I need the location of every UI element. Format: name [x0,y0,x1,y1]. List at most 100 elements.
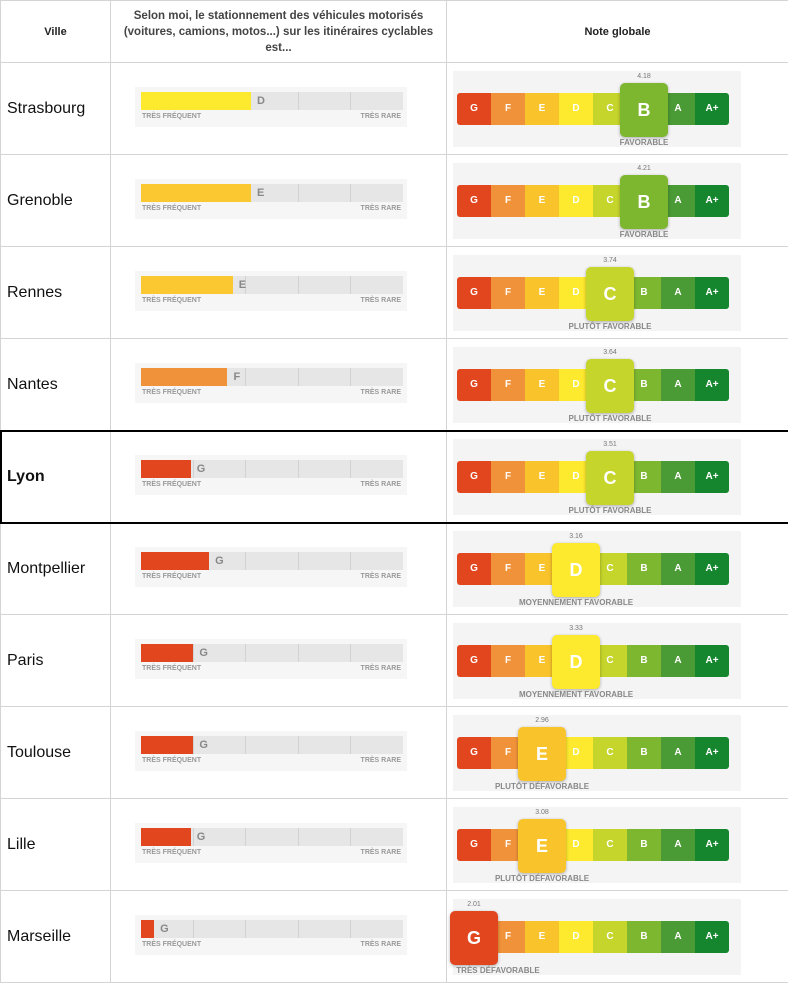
grade-cell: F [491,185,525,217]
rating-label: TRÈS DÉFAVORABLE [456,966,540,975]
parking-gauge: G TRÈS FRÉQUENT TRÈS RARE [135,915,407,955]
grade-widget: G F E D B A A+ 3.74 C PLUTÔT FAVORABLE [453,255,741,331]
grade-cell: G [457,829,491,861]
grade-cell: E [525,277,559,309]
grade-cell: A [661,553,695,585]
grade-widget: G F D C B A A+ 3.08 E PLUTÔT DÉFAVORABLE [453,807,741,883]
gauge-fill [141,184,252,202]
scale-high: TRÈS RARE [360,297,401,304]
grade-cell: A+ [695,645,729,677]
scale-low: TRÈS FRÉQUENT [142,941,202,948]
rating-label: FAVORABLE [619,138,669,147]
grade-cell: F [491,645,525,677]
scale-high: TRÈS RARE [360,389,401,396]
grade-cell: A+ [695,737,729,769]
grade-cell: D [559,185,593,217]
city-name: Grenoble [0,154,111,247]
grade-cell: A+ [695,369,729,401]
parking-grade: G [160,923,169,935]
grade-cell: A+ [695,829,729,861]
scale-low: TRÈS FRÉQUENT [142,757,202,764]
parking-grade: G [199,739,208,751]
scale-low: TRÈS FRÉQUENT [142,297,202,304]
grade-cell: A [661,369,695,401]
score-value: 3.08 [535,809,549,816]
gauge-fill [141,644,194,662]
score-value: 4.18 [637,73,651,80]
gauge-fill [141,736,194,754]
grade-widget: F E D C B A A+ 2.01 G TRÈS DÉFAVORABLE [450,899,741,975]
grade-cell: D [559,93,593,125]
grade-bar: G F E D C A A+ [457,93,729,125]
gauge-fill [141,920,155,938]
gauge-fill [141,828,191,846]
rating-label: PLUTÔT FAVORABLE [568,414,652,423]
parking-gauge: G TRÈS FRÉQUENT TRÈS RARE [135,731,407,771]
selected-grade: C [586,267,634,321]
grade-cell: C [593,737,627,769]
selected-grade: G [450,911,498,965]
parking-cell: G TRÈS FRÉQUENT TRÈS RARE [110,706,447,799]
selected-grade: D [552,543,600,597]
scale-high: TRÈS RARE [360,757,401,764]
rating-label: PLUTÔT FAVORABLE [568,322,652,331]
grade-cell: F [491,369,525,401]
parking-grade: F [233,371,241,383]
city-name: Nantes [0,338,111,431]
city-name: Lyon [0,430,111,523]
score-value: 3.74 [603,257,617,264]
gauge-track [141,828,403,846]
score-cell: G F D C B A A+ 2.96 E PLUTÔT DÉFAVORABLE [446,706,788,799]
grade-cell: A+ [695,461,729,493]
grade-bar: G F D C B A A+ [457,737,729,769]
selected-grade: E [518,819,566,873]
grade-cell: A+ [695,277,729,309]
header-question: Selon moi, le stationnement des véhicule… [110,0,447,63]
parking-grade: G [196,463,206,475]
parking-gauge: G TRÈS FRÉQUENT TRÈS RARE [135,639,407,679]
grade-cell: G [457,277,491,309]
grade-cell: A [661,461,695,493]
grade-cell: C [593,921,627,953]
rating-label: PLUTÔT DÉFAVORABLE [494,874,590,883]
city-name: Rennes [0,246,111,339]
grade-cell: G [457,737,491,769]
score-cell: G F E C B A A+ 3.33 D MOYENNEMENT FAVORABLE [446,614,788,707]
selected-grade: E [518,727,566,781]
scale-low: TRÈS FRÉQUENT [142,389,202,396]
score-value: 3.51 [603,441,617,448]
city-name: Marseille [0,890,111,983]
parking-gauge: D TRÈS FRÉQUENT TRÈS RARE [135,87,407,127]
grade-cell: F [491,93,525,125]
gauge-fill [141,276,233,294]
scale-high: TRÈS RARE [360,205,401,212]
city-name: Montpellier [0,522,111,615]
gauge-fill [141,92,252,110]
grade-widget: G F E D C A A+ 4.21 B FAVORABLE [453,163,741,239]
score-value: 2.96 [535,717,549,724]
grade-bar: G F E C B A A+ [457,645,729,677]
table-row: Paris G TRÈS FRÉQUENT TRÈS RARE G F E C B A A+… [0,614,788,707]
selected-grade: B [620,175,668,229]
grade-cell: G [457,185,491,217]
score-cell: G F E D B A A+ 3.51 C PLUTÔT FAVORABLE [446,430,788,523]
parking-gauge: G TRÈS FRÉQUENT TRÈS RARE [135,547,407,587]
grade-cell: G [457,93,491,125]
score-value: 3.16 [569,533,583,540]
score-cell: G F E D B A A+ 3.74 C PLUTÔT FAVORABLE [446,246,788,339]
selected-grade: D [552,635,600,689]
parking-cell: D TRÈS FRÉQUENT TRÈS RARE [110,62,447,155]
city-name: Lille [0,798,111,891]
score-value: 3.64 [603,349,617,356]
scale-high: TRÈS RARE [360,849,401,856]
grade-cell: A+ [695,93,729,125]
header-city: Ville [0,0,111,63]
scale-low: TRÈS FRÉQUENT [142,849,202,856]
grade-cell: B [627,645,661,677]
rating-label: MOYENNEMENT FAVORABLE [518,690,634,699]
grade-widget: G F D C B A A+ 2.96 E PLUTÔT DÉFAVORABLE [453,715,741,791]
